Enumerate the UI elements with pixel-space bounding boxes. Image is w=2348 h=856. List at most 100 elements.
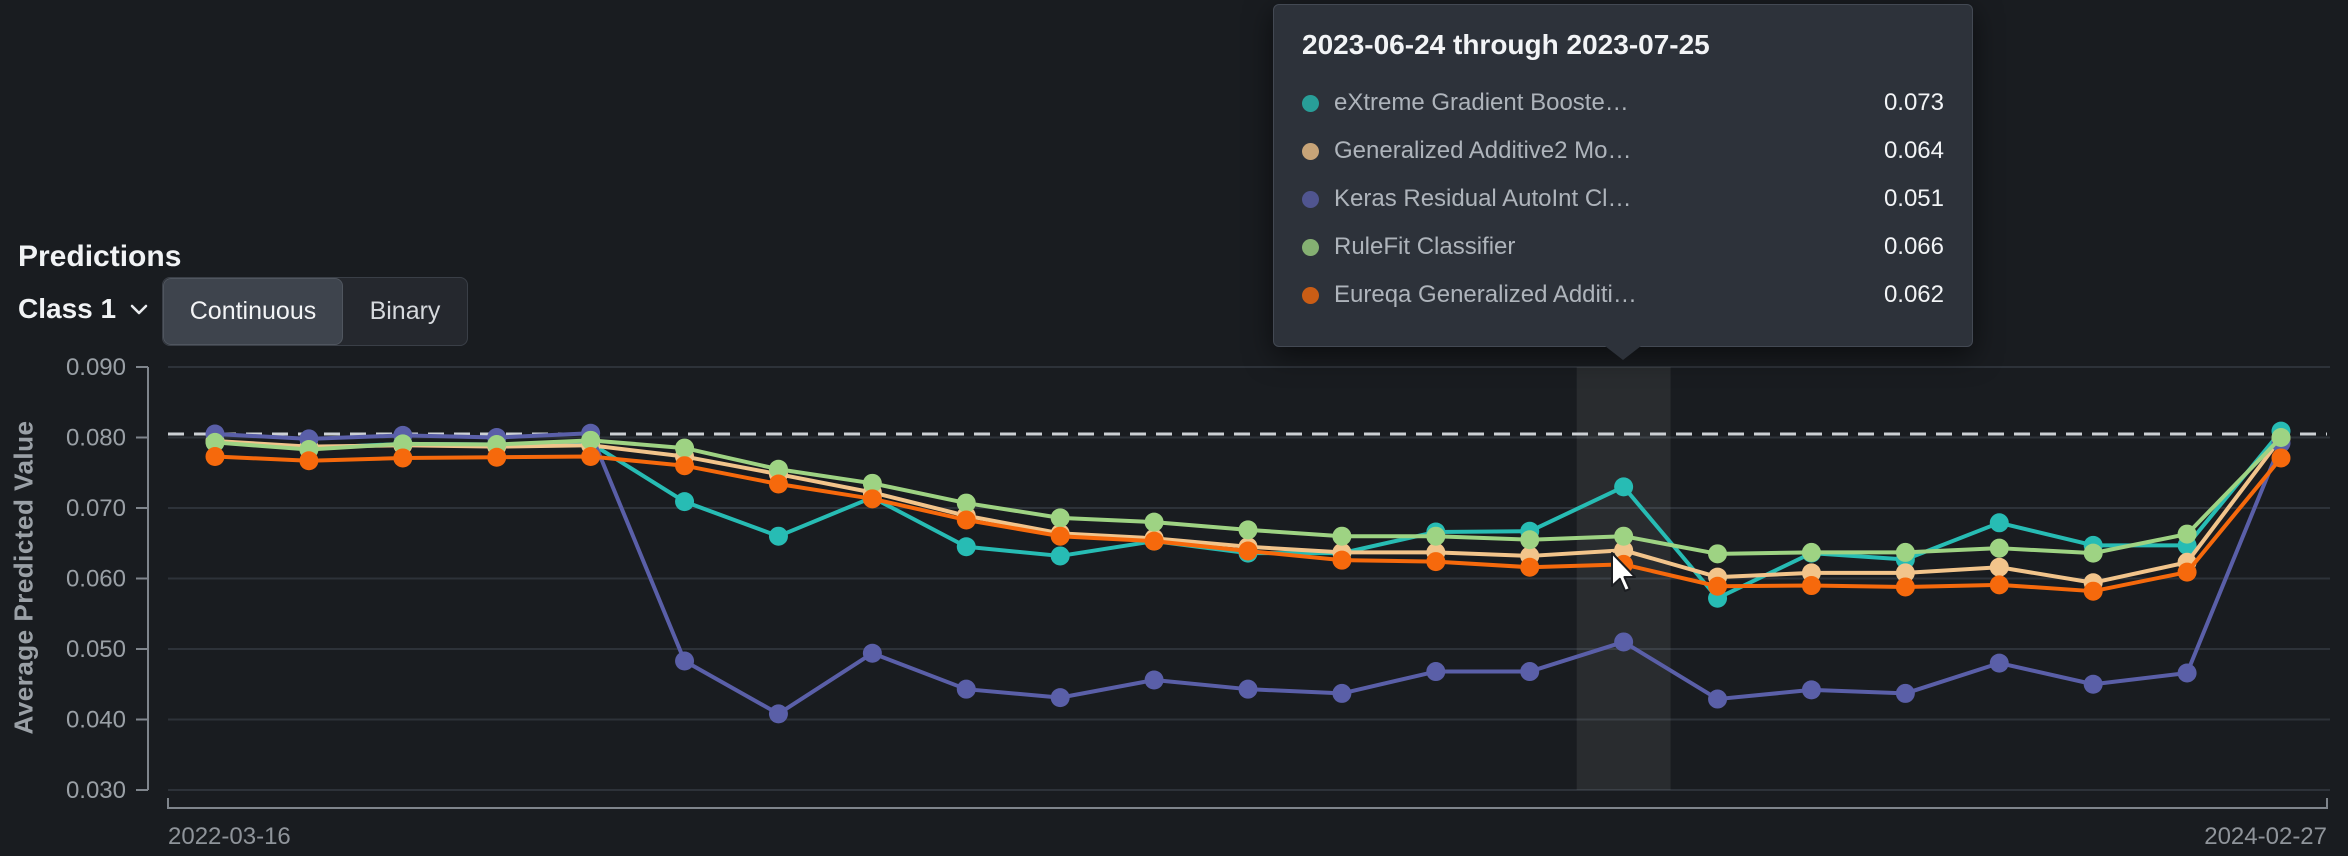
data-point-dot[interactable] [1332,526,1352,546]
series-color-dot [1302,286,1319,304]
data-point-dot[interactable] [1708,576,1728,596]
data-point-dot[interactable] [1614,632,1634,652]
tooltip-series-label: eXtreme Gradient Booste… [1334,89,1629,116]
data-point-dot[interactable] [1426,552,1446,572]
data-point-dot[interactable] [1614,526,1634,546]
data-point-dot[interactable] [2271,448,2291,468]
data-point-dot[interactable] [393,448,413,468]
data-point-dot[interactable] [1144,670,1164,690]
data-point-dot[interactable] [1238,520,1258,540]
series-color-dot [1302,190,1319,208]
data-point-dot[interactable] [2083,581,2103,601]
data-point-dot[interactable] [205,432,225,452]
tooltip-series-value: 0.051 [1883,185,1944,212]
data-point-dot[interactable] [581,447,601,467]
data-point-dot[interactable] [862,489,882,509]
tooltip-series-label: Eureqa Generalized Additi… [1334,281,1637,308]
data-point-dot[interactable] [2083,543,2103,563]
data-point-dot[interactable] [1801,576,1821,596]
data-point-dot[interactable] [1332,683,1352,703]
series-color-dot [1302,94,1319,112]
mouse-cursor [1611,552,1637,592]
data-point-dot[interactable] [956,679,976,699]
data-point-dot[interactable] [1050,526,1070,546]
data-point-dot[interactable] [1895,683,1915,703]
data-point-dot[interactable] [299,451,319,471]
data-point-dot[interactable] [1989,538,2009,558]
data-point-dot[interactable] [1050,688,1070,708]
data-point-dot[interactable] [1989,513,2009,533]
chart-hover-tooltip: 2023-06-24 through 2023-07-25 eXtreme Gr… [1273,4,1973,360]
data-point-dot[interactable] [1332,550,1352,570]
data-point-dot[interactable] [2177,663,2197,683]
data-point-dot[interactable] [1144,512,1164,532]
data-point-dot[interactable] [675,438,695,458]
tooltip-series-value: 0.073 [1883,89,1944,116]
data-point-dot[interactable] [205,447,225,467]
data-point-dot[interactable] [862,643,882,663]
x-axis-start-label: 2022-03-16 [168,823,291,850]
data-point-dot[interactable] [1614,477,1634,497]
data-point-dot[interactable] [1520,662,1540,682]
data-point-dot[interactable] [768,459,788,479]
data-point-dot[interactable] [1050,546,1070,566]
data-point-dot[interactable] [1520,557,1540,577]
data-point-dot[interactable] [1426,526,1446,546]
data-point-dot[interactable] [1895,542,1915,562]
tooltip-caret-icon [1605,346,1641,360]
data-point-dot[interactable] [956,510,976,530]
data-point-dot[interactable] [1801,542,1821,562]
class-selector-label: Class 1 [18,293,117,324]
tooltip-date-range: 2023-06-24 through 2023-07-25 [1302,29,1710,60]
y-tick-label: 0.040 [66,707,126,734]
data-point-dot[interactable] [1989,575,2009,595]
data-point-dot[interactable] [1708,544,1728,564]
data-point-dot[interactable] [1801,680,1821,700]
toggle-binary-button[interactable]: Binary [343,278,467,345]
data-point-dot[interactable] [675,456,695,476]
data-point-dot[interactable] [1989,557,2009,577]
data-point-dot[interactable] [1895,577,1915,597]
chevron-down-icon [126,296,152,322]
data-point-dot[interactable] [1238,541,1258,561]
data-point-dot[interactable] [768,704,788,724]
tooltip-rows: eXtreme Gradient Booste… 0.073 Generalized… [1302,79,1944,319]
data-point-dot[interactable] [1989,653,2009,673]
series-line-2 [213,431,2283,716]
data-point-dot[interactable] [862,473,882,493]
data-point-dot[interactable] [956,537,976,557]
data-point-dot[interactable] [2177,562,2197,582]
data-point-dot[interactable] [1426,662,1446,682]
x-axis-end-label: 2024-02-27 [2204,823,2327,850]
prediction-type-toggle: Continuous Binary [162,277,468,346]
data-point-dot[interactable] [1238,679,1258,699]
data-point-dot[interactable] [1708,689,1728,709]
class-selector-dropdown[interactable]: Class 1 [18,293,152,325]
data-point-dot[interactable] [675,492,695,512]
y-tick-label: 0.080 [66,425,126,452]
data-point-dot[interactable] [1614,540,1634,560]
y-tick-label: 0.030 [66,777,126,804]
data-point-dot[interactable] [487,447,507,467]
y-tick-label: 0.090 [66,354,126,381]
data-point-dot[interactable] [393,434,413,454]
tooltip-series-row: Keras Residual AutoInt Cl… 0.051 [1302,175,1944,223]
data-point-dot[interactable] [1050,508,1070,528]
data-point-dot[interactable] [956,493,976,513]
data-point-dot[interactable] [768,526,788,546]
tooltip-series-label: RuleFit Classifier [1334,233,1516,260]
data-point-dot[interactable] [675,651,695,671]
data-point-dot[interactable] [1520,530,1540,550]
data-point-dot[interactable] [768,474,788,494]
data-point-dot[interactable] [2177,524,2197,544]
toggle-continuous-button[interactable]: Continuous [163,278,343,345]
data-point-dot[interactable] [2271,428,2291,447]
y-tick-label: 0.050 [66,636,126,663]
data-point-dot[interactable] [1144,531,1164,551]
data-point-dot[interactable] [1895,563,1915,583]
series-color-dot [1302,238,1319,256]
data-point-dot[interactable] [2083,674,2103,694]
data-point-dot[interactable] [581,430,601,450]
tooltip-series-value: 0.064 [1883,137,1944,164]
